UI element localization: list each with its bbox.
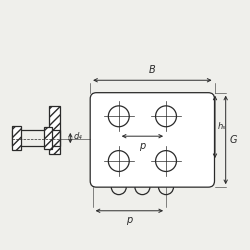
Text: B: B [149, 65, 156, 75]
Bar [44, 128, 52, 148]
Bar [12, 126, 21, 150]
Text: d₄: d₄ [73, 132, 82, 141]
FancyBboxPatch shape [90, 93, 214, 187]
Text: p: p [126, 215, 132, 225]
Text: hₛ: hₛ [218, 122, 226, 131]
Bar [12, 130, 60, 146]
Bar [49, 106, 59, 154]
Text: G: G [229, 135, 237, 145]
Text: p: p [139, 141, 145, 151]
